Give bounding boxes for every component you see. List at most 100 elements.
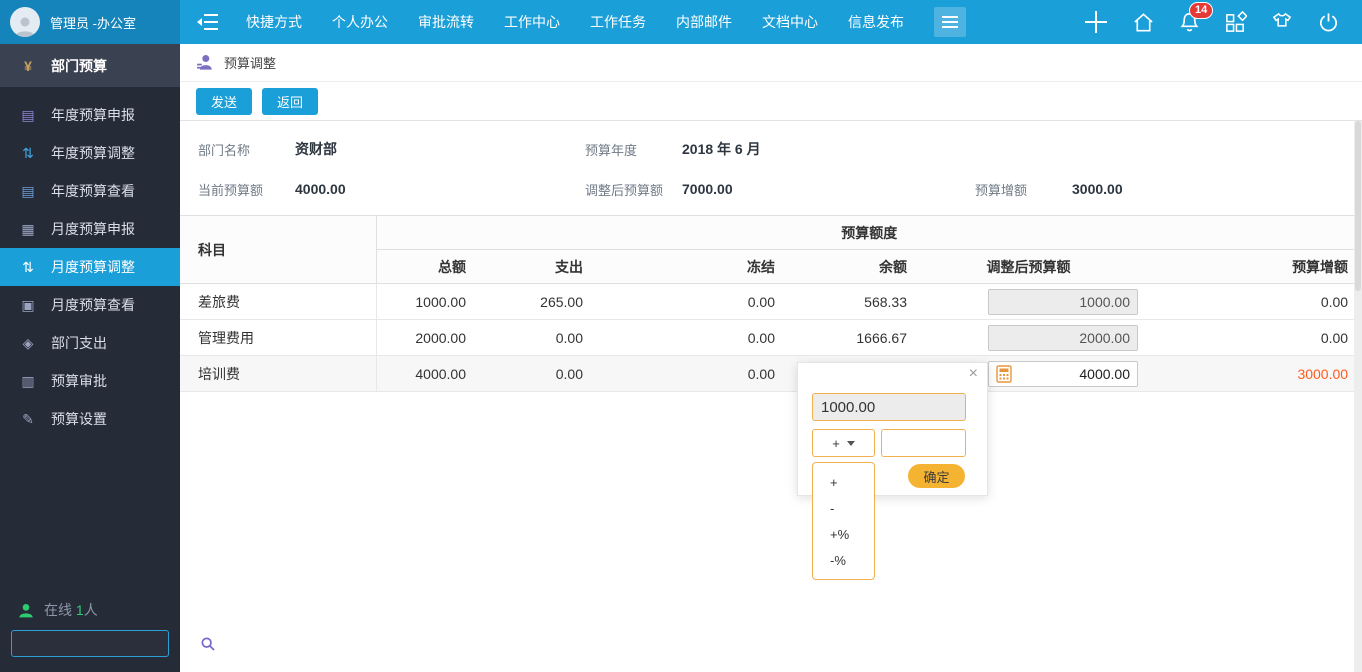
home-icon[interactable] — [1132, 11, 1155, 34]
sidebar-item-label: 部门支出 — [51, 335, 107, 351]
online-label: 在线 — [44, 602, 72, 618]
spent-cell: 0.00 — [480, 319, 597, 356]
sidebar-item[interactable]: ⇅ 月度预算调整 — [0, 248, 180, 286]
breadcrumb: 预算调整 — [180, 44, 1362, 82]
nav-items: 快捷方式 个人办公 审批流转 工作中心 工作任务 内部邮件 文档中心 信息发布 — [246, 12, 934, 32]
sidebar-item-icon: ▣ — [21, 296, 35, 313]
operator-option[interactable]: - — [830, 500, 835, 516]
field-label: 调整后预算额 — [585, 182, 664, 198]
increase-cell: 3000.00 — [1150, 355, 1362, 392]
table-row: 差旅费 1000.00 265.00 0.00 568.33 1000.00 0… — [180, 283, 1362, 320]
field-label: 当前预算额 — [198, 182, 264, 198]
theme-icon[interactable] — [1270, 11, 1294, 34]
more-menu-icon[interactable] — [934, 7, 966, 37]
column-header-total: 总额 — [376, 249, 480, 284]
sidebar-item-icon: ▤ — [21, 182, 35, 199]
online-user-icon — [19, 604, 33, 618]
search-input[interactable] — [12, 631, 200, 656]
operator-option[interactable]: +% — [830, 526, 850, 542]
field-value: 3000.00 — [1072, 181, 1123, 197]
nav-item[interactable]: 内部邮件 — [676, 14, 732, 30]
online-status: 在线 1人 — [18, 600, 98, 620]
subject-cell: 管理费用 — [180, 319, 377, 356]
spent-cell: 265.00 — [480, 283, 597, 320]
scrollbar-thumb[interactable] — [1355, 121, 1361, 291]
calculator-icon[interactable] — [996, 364, 1012, 383]
online-count: 1 — [75, 602, 84, 618]
budget-table: 科目 预算额度 总额 支出 冻结 余额 调整后预算额 预算增额 差旅费 1000… — [180, 215, 1362, 392]
adjusted-budget-input[interactable]: 2000.00 — [988, 324, 1138, 351]
sidebar-item-icon: ▤ — [21, 106, 35, 123]
column-group-header: 预算额度 — [376, 215, 1362, 250]
power-icon[interactable] — [1317, 11, 1340, 34]
apps-icon[interactable] — [1224, 10, 1247, 34]
main-content: 预算调整 发送 返回 部门名称 资财部 预算年度 2018 年 6 月 当前预算… — [180, 44, 1362, 672]
subject-cell: 培训费 — [180, 355, 377, 392]
column-header-adjusted: 调整后预算额 — [921, 249, 1150, 284]
frozen-cell: 0.00 — [597, 319, 789, 356]
sidebar-item[interactable]: ⇅ 年度预算调整 — [0, 134, 180, 172]
field-label: 预算年度 — [585, 142, 638, 158]
top-bar: 管理员 -办公室 快捷方式 个人办公 审批流转 工作中心 工作任务 内部邮件 文档中心 信息发… — [0, 0, 1362, 44]
sidebar-item-icon: ⇅ — [22, 258, 34, 275]
sidebar-item-label: 预算设置 — [51, 411, 107, 427]
nav-item[interactable]: 个人办公 — [332, 14, 388, 30]
close-icon[interactable]: × — [968, 365, 978, 382]
search-icon[interactable] — [200, 636, 224, 652]
nav-item[interactable]: 快捷方式 — [246, 14, 302, 30]
sidebar-item-label: 年度预算调整 — [51, 145, 135, 161]
top-icon-group: 14 — [1083, 1, 1362, 35]
popup-operand-input[interactable] — [881, 429, 966, 457]
dept-name-field: 部门名称 资财部 — [198, 137, 585, 161]
operator-option[interactable]: + — [830, 474, 838, 490]
sidebar-item[interactable]: ▣ 月度预算查看 — [0, 286, 180, 324]
budget-summary-form: 部门名称 资财部 预算年度 2018 年 6 月 当前预算额 4000.00 调… — [180, 121, 1362, 209]
sidebar-item[interactable]: ✎ 预算设置 — [0, 400, 180, 438]
nav-item[interactable]: 工作任务 — [590, 14, 646, 30]
avatar[interactable] — [10, 7, 40, 37]
adjusted-budget-input[interactable]: 1000.00 — [988, 288, 1138, 315]
nav-item[interactable]: 文档中心 — [762, 14, 818, 30]
operator-option[interactable]: -% — [830, 552, 846, 568]
field-value: 7000.00 — [682, 181, 733, 197]
column-header-balance: 余额 — [789, 249, 921, 284]
user-name: 管理员 -办公室 — [50, 15, 136, 31]
sidebar-item[interactable]: ▤ 年度预算查看 — [0, 172, 180, 210]
notification-badge: 14 — [1189, 1, 1214, 19]
confirm-button[interactable]: 确定 — [908, 464, 965, 488]
popup-amount-input[interactable] — [812, 393, 966, 421]
adjusted-budget-input[interactable]: 4000.00 — [988, 360, 1138, 387]
sidebar-item-label: 年度预算申报 — [51, 107, 135, 123]
sidebar-item[interactable]: ¥ 部门预算 — [0, 44, 180, 87]
send-button[interactable]: 发送 — [196, 87, 253, 115]
sidebar-item[interactable]: ▥ 预算审批 — [0, 362, 180, 400]
back-button[interactable]: 返回 — [262, 87, 319, 115]
sidebar-item-icon: ◈ — [22, 334, 34, 351]
operator-options-list: + - +% -% — [812, 462, 875, 580]
collapse-sidebar-icon[interactable] — [196, 13, 220, 31]
toolbar: 发送 返回 — [180, 82, 1362, 121]
plus-icon[interactable] — [1083, 9, 1109, 35]
sidebar-item-icon: ▥ — [21, 372, 35, 389]
budget-person-icon — [197, 55, 212, 70]
vertical-scrollbar[interactable] — [1354, 121, 1362, 672]
nav-item[interactable]: 审批流转 — [418, 14, 474, 30]
sidebar-item-icon: ¥ — [24, 57, 32, 74]
sidebar-item[interactable]: ◈ 部门支出 — [0, 324, 180, 362]
bell-icon[interactable]: 14 — [1178, 1, 1214, 34]
sidebar-item[interactable]: ▦ 月度预算申报 — [0, 210, 180, 248]
nav-item[interactable]: 信息发布 — [848, 14, 904, 30]
sidebar-menu: ¥ 部门预算 ▤ 年度预算申报 ⇅ 年度预算调整 ▤ 年度预算查看 ▦ 月度预算… — [0, 44, 180, 438]
budget-table-body: 差旅费 1000.00 265.00 0.00 568.33 1000.00 0… — [180, 283, 1362, 392]
nav-item[interactable]: 工作中心 — [504, 14, 560, 30]
user-area[interactable]: 管理员 -办公室 — [0, 0, 180, 44]
sidebar-item[interactable]: ▤ 年度预算申报 — [0, 96, 180, 134]
total-cell: 1000.00 — [376, 283, 480, 320]
adjusted-budget-value: 2000.00 — [1079, 329, 1130, 346]
column-header-subject: 科目 — [180, 215, 377, 284]
balance-cell: 568.33 — [789, 283, 921, 320]
frozen-cell: 0.00 — [597, 283, 789, 320]
budget-year-field: 预算年度 2018 年 6 月 — [585, 137, 975, 161]
operator-dropdown[interactable]: + — [812, 429, 875, 457]
operator-selected: + — [832, 435, 840, 451]
